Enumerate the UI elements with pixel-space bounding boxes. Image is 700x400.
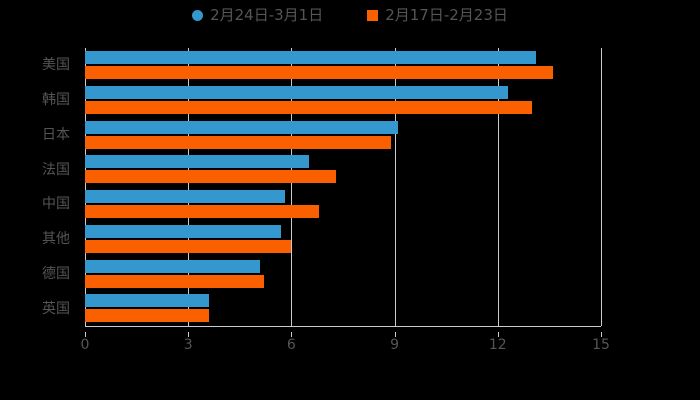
bar[interactable] bbox=[85, 274, 264, 288]
bar[interactable] bbox=[85, 100, 533, 114]
bar[interactable] bbox=[85, 259, 261, 273]
legend-item-1[interactable]: 2月17日-2月23日 bbox=[367, 8, 508, 23]
bar[interactable] bbox=[85, 205, 319, 218]
legend-label-1: 2月17日-2月23日 bbox=[385, 6, 508, 24]
category-label-7: 英国 bbox=[42, 300, 70, 317]
category-label-0: 美国 bbox=[42, 57, 70, 74]
bar-group bbox=[85, 83, 601, 118]
gridline-0 bbox=[85, 48, 86, 326]
tick-mark-3 bbox=[188, 332, 190, 337]
category-label-1: 韩国 bbox=[42, 92, 70, 109]
legend-label-0: 2月24日-3月1日 bbox=[210, 6, 324, 24]
bar-group bbox=[85, 291, 601, 326]
bar[interactable] bbox=[85, 170, 337, 184]
tick-mark-0 bbox=[85, 332, 86, 337]
tick-label-12: 12 bbox=[488, 337, 507, 353]
bar[interactable] bbox=[85, 294, 209, 308]
tick-mark-6 bbox=[291, 332, 293, 337]
bar[interactable] bbox=[85, 190, 285, 203]
legend-marker-square-icon bbox=[367, 10, 379, 21]
bar-group bbox=[85, 187, 601, 222]
category-label-2: 日本 bbox=[42, 126, 70, 143]
tick-label-15: 15 bbox=[592, 337, 610, 353]
category-label-5: 其他 bbox=[42, 231, 70, 248]
bar-group bbox=[85, 257, 601, 292]
gridline-15 bbox=[601, 48, 602, 326]
category-label-6: 德国 bbox=[42, 265, 70, 282]
gridline-3 bbox=[188, 48, 190, 326]
bar-group bbox=[85, 48, 601, 83]
bar-group bbox=[85, 118, 601, 153]
chart-legend: 2月24日-3月1日 2月17日-2月23日 bbox=[0, 8, 700, 23]
bar[interactable] bbox=[85, 224, 282, 238]
plot-area bbox=[85, 48, 602, 326]
category-axis-labels: 美国韩国日本法国中国其他德国英国 bbox=[0, 48, 78, 326]
category-label-4: 中国 bbox=[42, 196, 70, 213]
gridline-6 bbox=[291, 48, 293, 326]
bar[interactable] bbox=[85, 239, 292, 253]
tick-mark-9 bbox=[394, 332, 396, 337]
legend-item-0[interactable]: 2月24日-3月1日 bbox=[192, 8, 323, 23]
bar[interactable] bbox=[85, 309, 209, 323]
gridline-9 bbox=[394, 48, 396, 326]
value-axis-labels: 0 3 6 9 12 15 bbox=[0, 332, 700, 354]
bar[interactable] bbox=[85, 135, 392, 149]
bar[interactable] bbox=[85, 155, 309, 169]
bar[interactable] bbox=[85, 51, 536, 64]
tick-label-9: 9 bbox=[390, 337, 400, 353]
bar[interactable] bbox=[85, 66, 553, 79]
tick-label-0: 0 bbox=[80, 337, 90, 353]
bar-group bbox=[85, 222, 601, 257]
category-label-3: 法国 bbox=[42, 161, 70, 178]
bar[interactable] bbox=[85, 85, 509, 99]
tick-label-3: 3 bbox=[183, 337, 193, 353]
bar-group bbox=[85, 152, 601, 187]
gridline-12 bbox=[497, 48, 499, 326]
tick-label-6: 6 bbox=[286, 337, 296, 353]
bar[interactable] bbox=[85, 120, 399, 134]
bar-groups bbox=[85, 48, 601, 326]
tick-mark-15 bbox=[601, 332, 602, 337]
legend-marker-circle-icon bbox=[192, 10, 204, 21]
tick-mark-12 bbox=[497, 332, 499, 337]
x-axis-line bbox=[85, 326, 601, 327]
